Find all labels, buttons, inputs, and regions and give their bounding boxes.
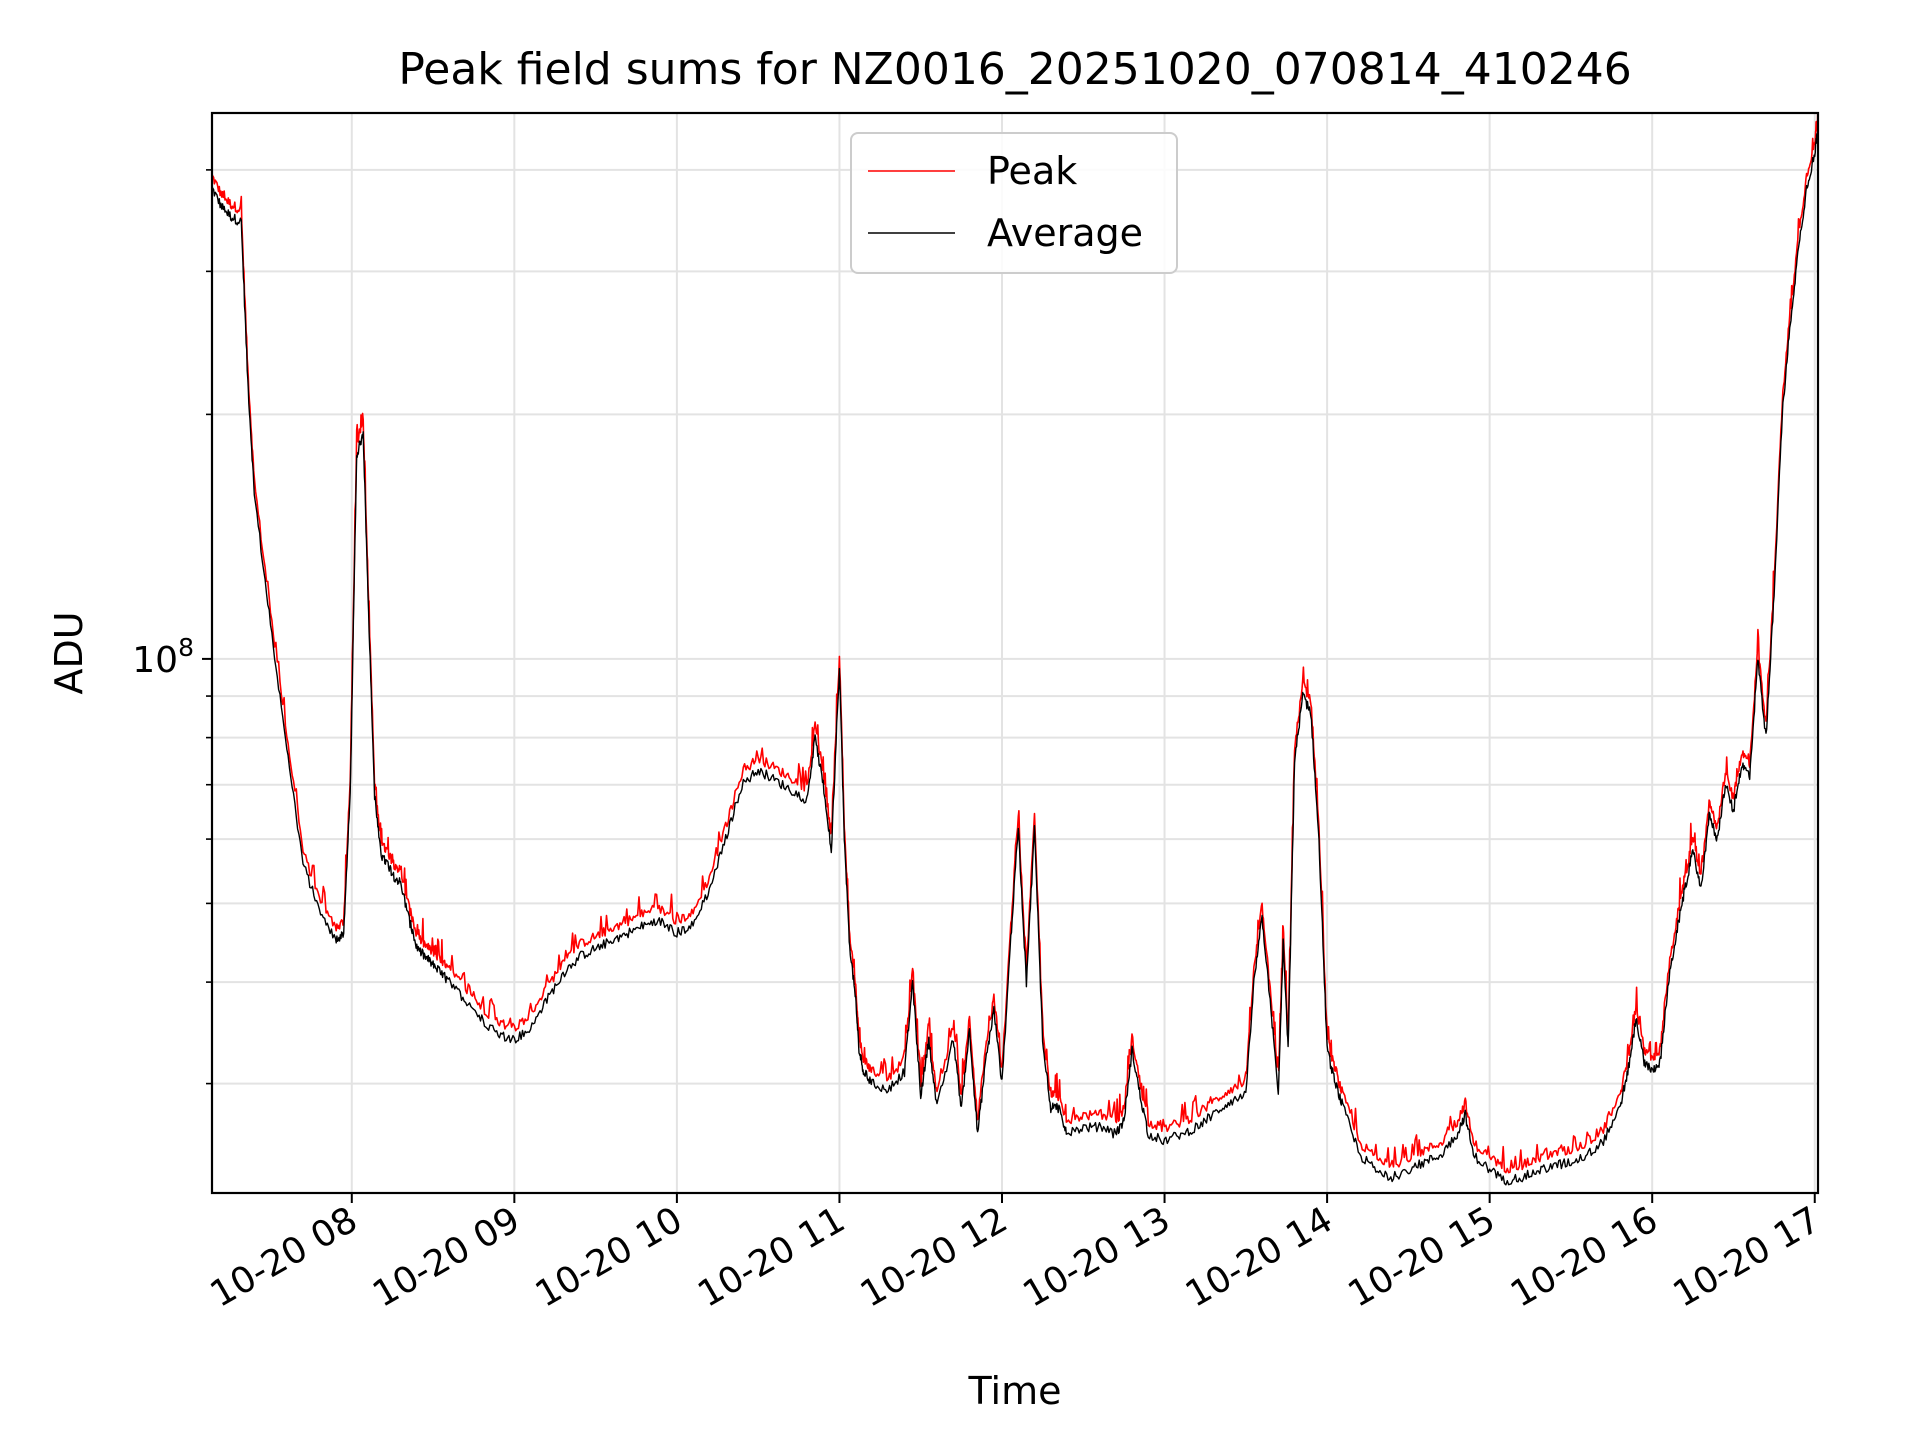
series-line-average (211, 120, 1819, 1186)
grid (212, 113, 1818, 1193)
series-lines (211, 112, 1819, 1186)
plot-frame (210, 111, 1820, 1195)
legend-box (850, 132, 1178, 274)
y-axis-label: ADU (47, 611, 91, 694)
y-tick-label-base: 10 (132, 640, 178, 681)
legend: Peak Average (850, 132, 1178, 274)
chart-title: Peak field sums for NZ0016_20251020_0708… (398, 44, 1631, 95)
x-axis-label: Time (968, 1369, 1062, 1413)
y-tick-label: 108 (132, 633, 194, 681)
y-ticks: 108 (132, 169, 212, 1085)
legend-average-label: Average (987, 211, 1143, 255)
y-tick-label-exponent: 8 (178, 633, 194, 662)
legend-peak-label: Peak (987, 149, 1077, 193)
